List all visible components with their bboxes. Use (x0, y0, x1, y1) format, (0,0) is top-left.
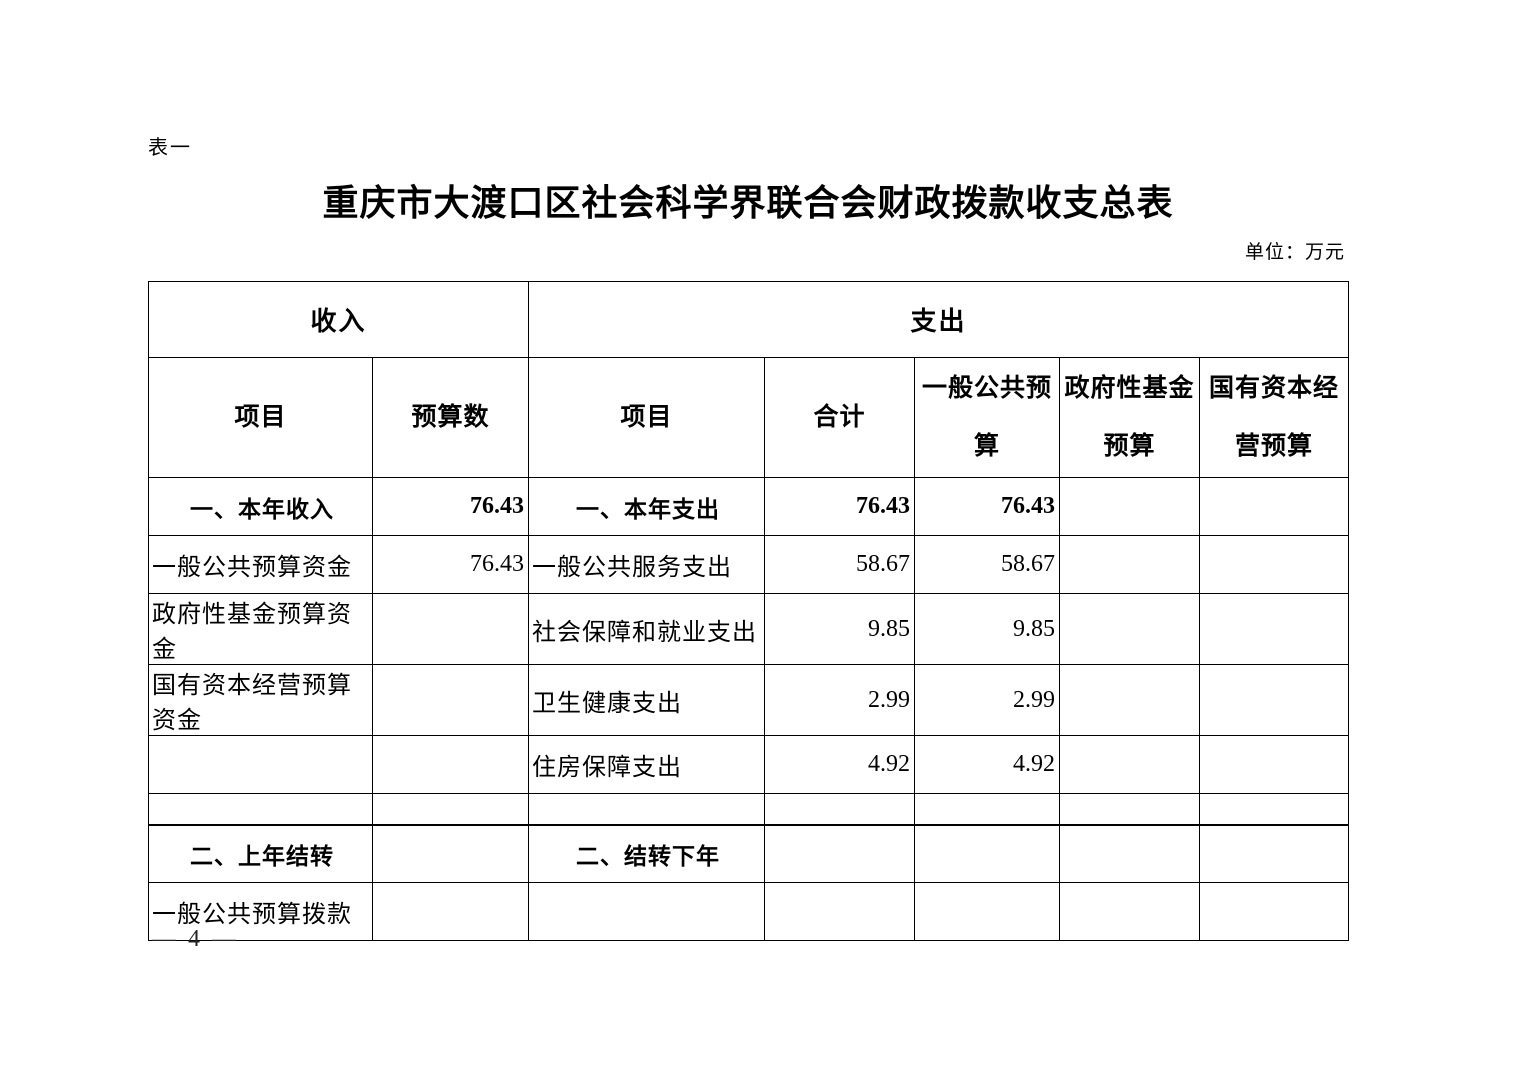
income-item-cell: 政府性基金预算资金 (148, 593, 373, 665)
expense-general-public-budget-column-header: 一般公共预算 (914, 357, 1061, 478)
table-row (148, 793, 1350, 825)
expense-state-capital-budget-cell (1199, 882, 1350, 941)
income-item-cell (148, 793, 373, 825)
table-row: 一、本年收入 76.43 一、本年支出 76.43 76.43 (148, 477, 1350, 536)
income-budget-cell (371, 593, 530, 665)
expense-item-cell: 社会保障和就业支出 (528, 593, 766, 665)
income-budget-cell (371, 735, 530, 794)
expense-total-cell: 76.43 (764, 477, 916, 536)
expense-gov-fund-budget-cell (1059, 735, 1201, 794)
table-row: 一般公共预算拨款 (148, 882, 1350, 941)
income-budget-cell (371, 882, 530, 941)
expense-general-public-budget-cell: 9.85 (914, 593, 1061, 665)
expense-general-public-budget-cell (914, 823, 1061, 883)
page-title: 重庆市大渡口区社会科学界联合会财政拨款收支总表 (322, 183, 1174, 223)
expense-state-capital-budget-cell (1199, 477, 1350, 536)
income-budget-cell: 76.43 (371, 477, 530, 536)
expense-state-capital-budget-cell (1199, 664, 1350, 736)
page-number: — 4 — (152, 926, 239, 952)
expense-general-public-budget-cell (914, 793, 1061, 825)
expense-general-public-budget-cell (914, 882, 1061, 941)
income-budget-cell: 76.43 (371, 535, 530, 594)
expense-gov-fund-budget-cell (1059, 535, 1201, 594)
expense-state-capital-budget-cell (1199, 593, 1350, 665)
expense-group-header: 支出 (528, 281, 1350, 358)
expense-gov-fund-budget-cell (1059, 823, 1201, 883)
expense-state-capital-budget-cell (1199, 793, 1350, 825)
income-group-header: 收入 (147, 281, 530, 358)
income-item-column-header: 项目 (148, 357, 373, 478)
expense-item-cell: 二、结转下年 (528, 823, 766, 883)
table-row: 一般公共预算资金 76.43 一般公共服务支出 58.67 58.67 (148, 535, 1350, 594)
table-row: 住房保障支出 4.92 4.92 (148, 735, 1350, 794)
unit-note: 单位：万元 (1244, 242, 1345, 263)
table-column-header-row: 项目 预算数 项目 合计 一般公共预算 政府性基金预算 国有资本经营预算 (148, 357, 1350, 478)
income-item-cell: 国有资本经营预算资金 (148, 664, 373, 736)
income-item-cell (148, 735, 373, 794)
expense-item-column-header: 项目 (528, 357, 766, 478)
expense-state-capital-budget-cell (1199, 735, 1350, 794)
income-budget-cell (371, 793, 530, 825)
expense-state-capital-budget-cell (1199, 823, 1350, 883)
expense-total-cell: 4.92 (764, 735, 916, 794)
expense-item-cell: 一般公共服务支出 (528, 535, 766, 594)
expense-gov-fund-budget-cell (1059, 793, 1201, 825)
expense-gov-fund-budget-cell (1059, 593, 1201, 665)
expense-general-public-budget-cell: 2.99 (914, 664, 1061, 736)
budget-summary-table: 收入 支出 项目 预算数 项目 合计 一般公共预算 政府性基金预算 国有资本经营… (147, 281, 1350, 941)
expense-total-cell (764, 793, 916, 825)
expense-gov-fund-budget-cell (1059, 664, 1201, 736)
expense-total-cell: 58.67 (764, 535, 916, 594)
income-budget-cell (371, 664, 530, 736)
expense-state-capital-budget-cell (1199, 535, 1350, 594)
expense-item-cell: 一、本年支出 (528, 477, 766, 536)
table-group-header-row: 收入 支出 (147, 281, 1350, 358)
income-item-cell: 二、上年结转 (148, 823, 373, 883)
expense-item-cell: 卫生健康支出 (528, 664, 766, 736)
table-row: 二、上年结转 二、结转下年 (148, 823, 1350, 883)
expense-gov-fund-budget-cell (1059, 882, 1201, 941)
income-budget-cell (371, 823, 530, 883)
expense-general-public-budget-cell: 58.67 (914, 535, 1061, 594)
expense-general-public-budget-cell: 76.43 (914, 477, 1061, 536)
expense-total-cell (764, 882, 916, 941)
expense-total-cell (764, 823, 916, 883)
expense-item-cell: 住房保障支出 (528, 735, 766, 794)
expense-total-cell: 9.85 (764, 593, 916, 665)
income-budget-column-header: 预算数 (371, 357, 530, 478)
income-item-cell: 一般公共预算拨款 (148, 882, 373, 941)
income-item-cell: 一般公共预算资金 (148, 535, 373, 594)
expense-item-cell (528, 882, 766, 941)
expense-state-capital-budget-column-header: 国有资本经营预算 (1199, 357, 1350, 478)
table-row: 政府性基金预算资金 社会保障和就业支出 9.85 9.85 (148, 593, 1350, 665)
expense-total-column-header: 合计 (764, 357, 916, 478)
table-label: 表一 (148, 137, 192, 159)
income-item-cell: 一、本年收入 (148, 477, 373, 536)
expense-total-cell: 2.99 (764, 664, 916, 736)
table-row: 国有资本经营预算资金 卫生健康支出 2.99 2.99 (148, 664, 1350, 736)
expense-general-public-budget-cell: 4.92 (914, 735, 1061, 794)
expense-gov-fund-budget-column-header: 政府性基金预算 (1059, 357, 1201, 478)
expense-gov-fund-budget-cell (1059, 477, 1201, 536)
expense-item-cell (528, 793, 766, 825)
